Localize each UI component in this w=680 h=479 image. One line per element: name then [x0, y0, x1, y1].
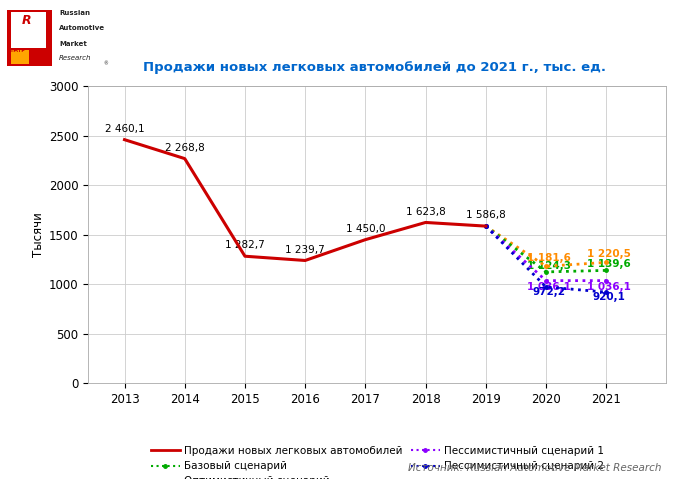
Text: 972,2: 972,2: [532, 287, 566, 297]
Text: Продажи новых легковых автомобилей до 2021 г., тыс. ед.: Продажи новых легковых автомобилей до 20…: [143, 61, 605, 74]
Text: НАТР: НАТР: [10, 47, 25, 53]
Text: 1 450,0: 1 450,0: [345, 224, 385, 234]
Text: 1 239,7: 1 239,7: [286, 245, 325, 254]
Text: 1 586,8: 1 586,8: [466, 210, 506, 220]
Text: Market: Market: [59, 41, 87, 46]
FancyBboxPatch shape: [7, 10, 52, 66]
Text: 2 268,8: 2 268,8: [165, 143, 205, 153]
Text: Источник: Russian Automotive Market Research: Источник: Russian Automotive Market Rese…: [408, 463, 662, 473]
Text: 1 139,6: 1 139,6: [588, 260, 631, 269]
Text: 1 623,8: 1 623,8: [406, 206, 445, 217]
Text: ®: ®: [103, 61, 108, 66]
Text: 1 181,6: 1 181,6: [527, 253, 571, 263]
Text: Automotive: Automotive: [59, 25, 105, 31]
Legend: Продажи новых легковых автомобилей, Базовый сценарий, Оптимистичный сценарий, Пе: Продажи новых легковых автомобилей, Базо…: [146, 442, 609, 479]
Text: 1 036,1: 1 036,1: [588, 282, 631, 292]
Text: R: R: [22, 14, 31, 27]
Text: 920,1: 920,1: [593, 292, 626, 302]
Text: 1 124,3: 1 124,3: [527, 261, 571, 271]
Text: 2 460,1: 2 460,1: [105, 124, 144, 134]
Text: 1 220,5: 1 220,5: [588, 249, 631, 259]
Text: Russian: Russian: [59, 10, 90, 16]
Text: 1 036,1: 1 036,1: [527, 282, 571, 292]
Text: 1 282,7: 1 282,7: [225, 240, 265, 251]
Text: Research: Research: [59, 55, 92, 61]
Y-axis label: Тысячи: Тысячи: [32, 212, 45, 257]
FancyBboxPatch shape: [11, 50, 29, 64]
FancyBboxPatch shape: [11, 12, 46, 48]
